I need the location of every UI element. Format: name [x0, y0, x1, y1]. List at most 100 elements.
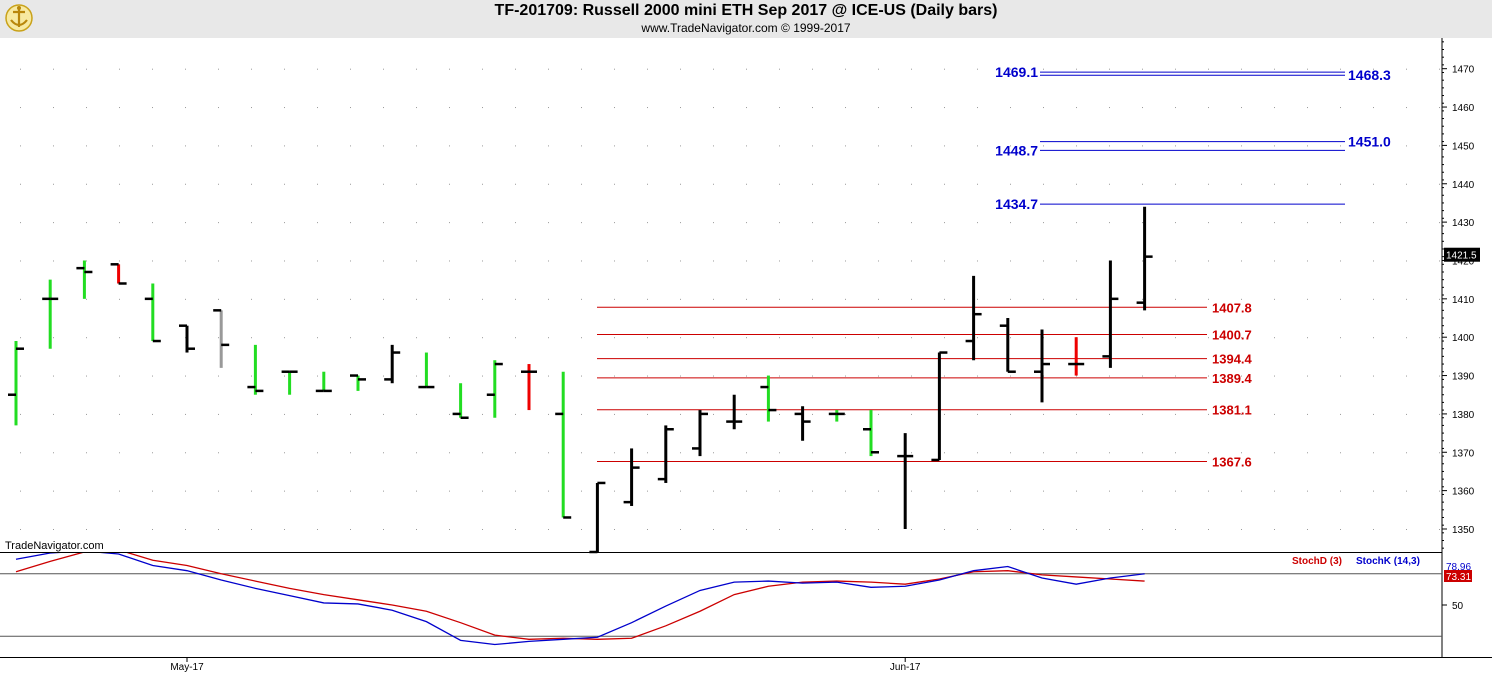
grid-dot — [977, 298, 978, 300]
grid-dot — [1010, 375, 1011, 377]
ohlc-bar — [623, 448, 640, 506]
grid-dot — [53, 413, 54, 415]
y-tick-label: 1390 — [1452, 372, 1475, 383]
grid-dot — [680, 260, 681, 262]
grid-dot — [1010, 452, 1011, 454]
grid-dot — [482, 490, 483, 492]
grid-dot — [647, 298, 648, 300]
y-tick-label: 1410 — [1452, 295, 1475, 306]
grid-dot — [1439, 298, 1440, 300]
grid-dot — [1406, 490, 1407, 492]
grid-dot — [1274, 298, 1275, 300]
grid-dot — [350, 528, 351, 530]
stoch-legend-d: StochD (3) — [1292, 556, 1342, 567]
grid-dot — [1208, 107, 1209, 109]
grid-dot — [911, 68, 912, 70]
grid-dot — [614, 452, 615, 454]
grid-dot — [1010, 490, 1011, 492]
grid-dot — [680, 107, 681, 109]
grid-dot — [1076, 490, 1077, 492]
grid-dot — [977, 68, 978, 70]
grid-dot — [1175, 413, 1176, 415]
grid-dot — [944, 528, 945, 530]
grid-dot — [1076, 145, 1077, 147]
grid-dot — [1274, 528, 1275, 530]
grid-dot — [284, 490, 285, 492]
grid-dot — [86, 375, 87, 377]
grid-dot — [548, 490, 549, 492]
grid-dot — [515, 413, 516, 415]
grid-dot — [152, 490, 153, 492]
grid-dot — [1406, 452, 1407, 454]
grid-dot — [416, 337, 417, 339]
grid-dot — [1340, 528, 1341, 530]
grid-dot — [185, 490, 186, 492]
grid-dot — [1340, 222, 1341, 224]
grid-dot — [53, 145, 54, 147]
ohlc-bar — [247, 344, 264, 395]
grid-dot — [1307, 145, 1308, 147]
grid-dot — [86, 68, 87, 70]
support-label: 1381.1 — [1212, 403, 1252, 418]
grid-dot — [581, 260, 582, 262]
grid-dot — [515, 452, 516, 454]
grid-dot — [647, 337, 648, 339]
grid-dot — [251, 260, 252, 262]
grid-dot — [1010, 528, 1011, 530]
grid-dot — [1307, 490, 1308, 492]
grid-dot — [416, 260, 417, 262]
grid-dot — [878, 528, 879, 530]
x-tick-label: Jun-17 — [890, 662, 921, 673]
y-tick-label: 1420 — [1452, 256, 1475, 267]
ohlc-bar — [726, 394, 743, 430]
grid-dot — [746, 298, 747, 300]
grid-dot — [713, 260, 714, 262]
grid-dot — [383, 68, 384, 70]
ohlc-bar — [1034, 329, 1050, 403]
grid-dot — [1109, 375, 1110, 377]
grid-dot — [977, 413, 978, 415]
grid-dot — [185, 452, 186, 454]
grid-dot — [1373, 337, 1374, 339]
grid-dot — [977, 145, 978, 147]
ohlc-bar — [418, 352, 435, 389]
grid-dot — [581, 222, 582, 224]
grid-dot — [1274, 413, 1275, 415]
grid-dot — [581, 337, 582, 339]
grid-dot — [482, 107, 483, 109]
projection-lines: 1469.1 1468.3 1448.7 1451.0 1434.7 — [995, 64, 1391, 212]
grid-dot — [119, 183, 120, 185]
grid-dot — [647, 222, 648, 224]
grid-dot — [1439, 337, 1440, 339]
grid-dot — [317, 145, 318, 147]
grid-dot — [53, 337, 54, 339]
grid-dot — [383, 260, 384, 262]
grid-dot — [1142, 528, 1143, 530]
grid-dot — [1439, 490, 1440, 492]
ohlc-bar — [281, 370, 298, 395]
ohlc-bar — [657, 425, 674, 483]
grid-dot — [1373, 145, 1374, 147]
grid-dot — [449, 68, 450, 70]
grid-dot — [1373, 490, 1374, 492]
grid-dot — [845, 183, 846, 185]
grid-dot — [1043, 145, 1044, 147]
watermark: TradeNavigator.com — [5, 540, 104, 552]
grid-dot — [1043, 528, 1044, 530]
grid-dot — [53, 183, 54, 185]
grid-dot — [911, 413, 912, 415]
grid-dot — [548, 260, 549, 262]
grid-dot — [383, 375, 384, 377]
grid-dot — [185, 298, 186, 300]
grid-dot — [1208, 68, 1209, 70]
stoch-k-last-value: 78.96 — [1446, 562, 1471, 573]
grid-dot — [548, 68, 549, 70]
grid-dot — [878, 222, 879, 224]
grid-dot — [779, 490, 780, 492]
x-axis: May-17 Jun-17 — [170, 657, 921, 673]
grid-dot — [449, 298, 450, 300]
grid-dot — [284, 413, 285, 415]
grid-dot — [350, 107, 351, 109]
grid-dot — [53, 452, 54, 454]
